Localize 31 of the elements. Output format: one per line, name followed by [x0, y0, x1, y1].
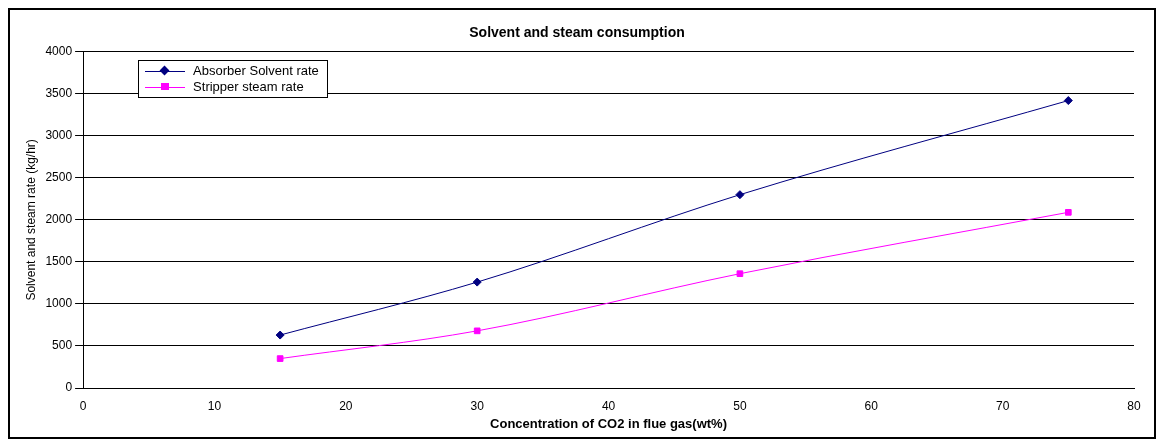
x-tick-label: 60 — [864, 398, 879, 413]
x-tick-label: 10 — [207, 398, 222, 413]
x-tick-label: 30 — [470, 398, 485, 413]
point — [276, 355, 284, 362]
point — [1064, 209, 1072, 216]
y-tick-label: 500 — [52, 338, 73, 353]
y-tick-label: 3500 — [45, 86, 73, 101]
x-tick-label: 0 — [79, 398, 87, 413]
x-tick-label: 80 — [1127, 398, 1141, 413]
y-tick-label: 0 — [65, 380, 73, 395]
y-tick-label: 1000 — [45, 296, 73, 311]
point — [473, 327, 481, 335]
y-tick-label: 3000 — [45, 128, 73, 143]
legend-label: Absorber Solvent rate — [193, 62, 319, 78]
y-tick-label: 4000 — [45, 44, 73, 59]
point — [1063, 96, 1073, 106]
x-tick-label: 20 — [339, 398, 353, 413]
y-tick-label: 2500 — [45, 170, 73, 185]
x-tick-label: 50 — [733, 398, 747, 413]
y-tick-label: 1500 — [45, 254, 73, 269]
point — [275, 330, 285, 340]
x-axis-title: Concentration of CO2 in flue gas(wt%) — [490, 415, 727, 431]
x-tick-label: 70 — [995, 398, 1010, 413]
y-axis-title: Solvent and steam rate (kg/hr) — [23, 139, 38, 301]
chart-title: Solvent and steam consumption — [469, 24, 685, 41]
legend-label: Stripper steam rate — [193, 78, 304, 94]
point — [735, 190, 745, 200]
point — [736, 270, 744, 278]
point — [472, 277, 482, 287]
y-tick-label: 2000 — [45, 212, 73, 227]
x-tick-label: 40 — [601, 398, 616, 413]
